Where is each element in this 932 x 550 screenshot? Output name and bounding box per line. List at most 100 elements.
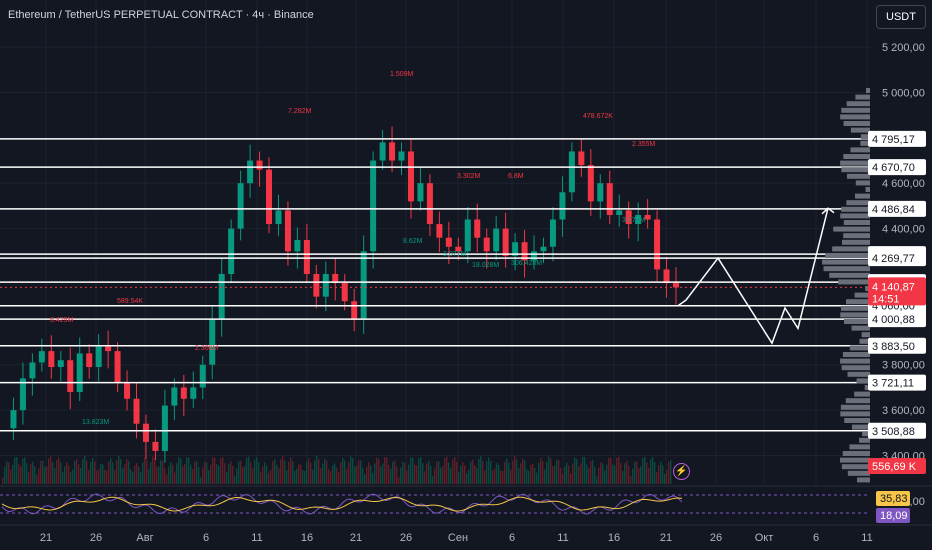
candle-body bbox=[360, 251, 367, 320]
volume-bar bbox=[362, 467, 364, 484]
volume-bar bbox=[156, 466, 158, 484]
volume-bar bbox=[412, 457, 414, 484]
lightning-icon[interactable]: ⚡ bbox=[673, 463, 690, 480]
volume-profile-bar bbox=[851, 325, 870, 331]
high-volume-label: 478.672K bbox=[583, 113, 613, 120]
volume-bar bbox=[646, 462, 648, 484]
volume-bar bbox=[592, 460, 594, 484]
volume-bar bbox=[650, 459, 652, 484]
candle-body bbox=[152, 441, 159, 451]
volume-profile-bar bbox=[844, 418, 870, 423]
volume-profile-bar bbox=[856, 378, 870, 384]
volume-bar bbox=[264, 462, 266, 484]
volume-bar bbox=[584, 457, 586, 484]
chart-title: Ethereum / TetherUS PERPETUAL CONTRACT ·… bbox=[8, 9, 314, 21]
volume-bar bbox=[132, 471, 134, 484]
volume-bar bbox=[176, 463, 178, 484]
candle-body bbox=[493, 228, 500, 252]
volume-bar bbox=[570, 473, 572, 484]
volume-bar bbox=[56, 460, 58, 484]
high-volume-label: 1.509M bbox=[390, 71, 414, 78]
candle-body bbox=[341, 283, 348, 302]
volume-bar bbox=[128, 460, 130, 484]
volume-bar bbox=[538, 462, 540, 484]
volume-bar bbox=[628, 465, 630, 484]
volume-bar bbox=[200, 477, 202, 484]
volume-bar bbox=[332, 465, 334, 484]
candle-body bbox=[370, 160, 377, 252]
volume-bar bbox=[54, 468, 56, 484]
volume-bar bbox=[330, 471, 332, 484]
volume-bar bbox=[32, 461, 34, 484]
volume-bar bbox=[618, 456, 620, 484]
candle-body bbox=[531, 251, 538, 261]
high-volume-label: 3.302M bbox=[457, 173, 481, 180]
volume-bar bbox=[140, 472, 142, 484]
volume-bar bbox=[398, 476, 400, 484]
volume-bar bbox=[220, 458, 222, 484]
volume-bar bbox=[490, 461, 492, 484]
volume-bar bbox=[160, 460, 162, 484]
volume-bar bbox=[162, 460, 164, 484]
volume-bar bbox=[272, 461, 274, 484]
candle-body bbox=[597, 183, 604, 202]
level-label: 4 795,17 bbox=[872, 134, 915, 146]
volume-bar bbox=[426, 463, 428, 484]
volume-bar bbox=[356, 466, 358, 484]
volume-bar bbox=[20, 466, 22, 484]
price-axis-label: 3 800,00 bbox=[882, 360, 925, 372]
volume-profile-bar bbox=[864, 385, 870, 390]
candle-body bbox=[663, 269, 670, 284]
price-axis-label: 3 600,00 bbox=[882, 405, 925, 417]
volume-profile-bar bbox=[855, 193, 870, 199]
volume-bar bbox=[316, 456, 318, 484]
volume-bar bbox=[270, 469, 272, 484]
volume-bar bbox=[374, 463, 376, 484]
volume-bar bbox=[642, 458, 644, 484]
volume-bar bbox=[502, 471, 504, 484]
time-axis-label: 26 bbox=[710, 532, 722, 544]
candle-body bbox=[142, 423, 149, 442]
candle-body bbox=[19, 378, 26, 411]
volume-bar bbox=[10, 469, 12, 484]
candle-body bbox=[673, 283, 679, 288]
volume-bar bbox=[268, 472, 270, 484]
volume-bar bbox=[326, 460, 328, 484]
volume-bar bbox=[186, 457, 188, 484]
candle-body bbox=[180, 387, 187, 399]
volume-bar bbox=[418, 458, 420, 484]
volume-bar bbox=[448, 462, 450, 484]
candle-body bbox=[10, 410, 17, 429]
volume-bar bbox=[336, 467, 338, 484]
volume-profile-bar bbox=[865, 187, 870, 192]
volume-bar bbox=[668, 461, 670, 484]
volume-profile-bar bbox=[849, 444, 870, 450]
volume-bar bbox=[478, 459, 480, 484]
volume-bar bbox=[472, 459, 474, 484]
volume-bar bbox=[360, 460, 362, 484]
volume-bar bbox=[484, 470, 486, 484]
volume-bar bbox=[274, 459, 276, 484]
volume-bar bbox=[380, 466, 382, 484]
volume-bar bbox=[146, 460, 148, 484]
currency-button[interactable]: USDT bbox=[876, 5, 926, 29]
time-axis-label: 16 bbox=[608, 532, 620, 544]
rsi-line-secondary bbox=[1, 493, 683, 515]
candle-body bbox=[616, 210, 623, 215]
volume-profile-bar bbox=[844, 319, 870, 324]
volume-bar bbox=[194, 461, 196, 484]
volume-bar bbox=[636, 461, 638, 484]
volume-bar bbox=[262, 466, 264, 484]
candle-body bbox=[455, 246, 462, 252]
volume-bar bbox=[416, 465, 418, 484]
volume-bar bbox=[338, 472, 340, 484]
volume-bar bbox=[290, 457, 292, 484]
volume-profile-bar bbox=[841, 239, 870, 245]
volume-bar bbox=[378, 458, 380, 484]
volume-bar bbox=[568, 465, 570, 484]
time-axis-label: 11 bbox=[557, 532, 568, 544]
volume-bar bbox=[496, 463, 498, 484]
candle-body bbox=[351, 301, 358, 320]
volume-profile-bar bbox=[841, 167, 870, 173]
